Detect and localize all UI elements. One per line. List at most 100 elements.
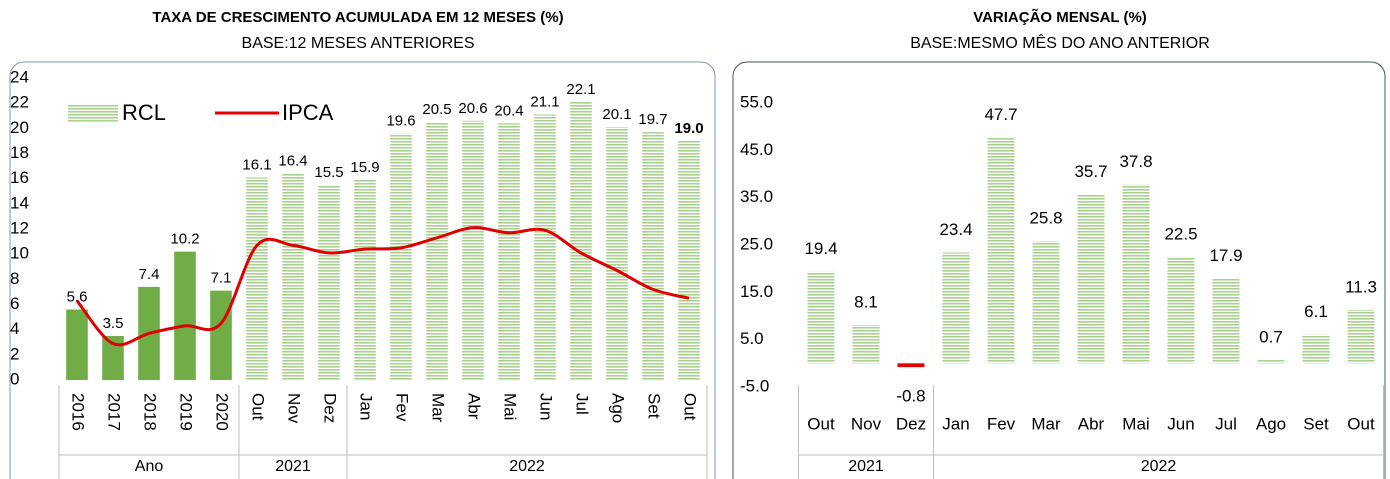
data-label: 20.4: [494, 102, 523, 119]
bar: [606, 127, 628, 380]
data-label: -0.8: [896, 387, 925, 406]
bar: [318, 184, 340, 380]
data-label: 47.7: [984, 105, 1017, 124]
bar: [942, 252, 970, 364]
x-tick-label: Ago: [609, 393, 628, 423]
bar: [570, 101, 592, 381]
data-label: 25.8: [1029, 209, 1062, 228]
y-tick-label: 22: [10, 93, 29, 112]
bar: [807, 271, 835, 364]
bar: [210, 290, 232, 380]
x-tick-label: Abr: [465, 393, 484, 420]
bar: [1122, 184, 1150, 364]
x-tick-label: 2019: [177, 393, 196, 431]
data-label: 7.4: [139, 266, 160, 283]
bar: [1257, 360, 1285, 364]
data-label: 16.4: [278, 153, 307, 170]
data-label: 20.6: [458, 100, 487, 117]
data-label: 22.1: [566, 81, 595, 98]
bar: [897, 363, 925, 368]
y-tick-label: 6: [10, 294, 19, 313]
left-frame: [9, 61, 716, 479]
chart-subtitle: BASE:MESMO MÊS DO ANO ANTERIOR: [910, 33, 1210, 52]
data-label: 0.7: [1259, 328, 1283, 347]
x-tick-label: Mar: [429, 393, 448, 423]
bar: [852, 324, 880, 364]
bar: [498, 123, 520, 381]
x-tick-label: Dez: [321, 393, 340, 423]
chart-title: VARIAÇÃO MENSAL (%): [973, 8, 1147, 26]
y-tick-label: 2: [10, 344, 19, 363]
legend-swatch: [68, 104, 118, 122]
bar: [1212, 278, 1240, 364]
x-tick-label: Set: [645, 393, 664, 419]
y-tick-label: 16: [10, 168, 29, 187]
x-tick-label: Dez: [896, 414, 926, 433]
x-tick-label: Fev: [393, 393, 412, 422]
x-tick-label: Mai: [1122, 414, 1149, 433]
x-tick-label: Out: [807, 414, 835, 433]
y-tick-label: 20: [10, 118, 29, 137]
bar: [102, 335, 124, 380]
data-label: 16.1: [242, 156, 271, 173]
y-tick-label: -5.0: [740, 376, 769, 395]
data-label: 19.4: [804, 239, 837, 258]
y-tick-label: 35.0: [740, 187, 773, 206]
data-label: 20.1: [602, 106, 631, 123]
y-tick-label: 0: [10, 369, 19, 388]
y-tick-label: 45.0: [740, 140, 773, 159]
data-label: 19.7: [638, 111, 667, 128]
bar: [246, 177, 268, 380]
x-tick-label: Out: [249, 393, 268, 421]
y-tick-label: 10: [10, 244, 29, 263]
y-tick-label: 15.0: [740, 282, 773, 301]
bar: [354, 179, 376, 380]
data-label: 5.6: [67, 289, 88, 306]
legend-label: IPCA: [282, 100, 334, 125]
data-label: 15.5: [314, 164, 343, 181]
y-tick-label: 14: [10, 193, 29, 212]
bar: [987, 137, 1015, 364]
line: [75, 226, 690, 347]
x-tick-label: Out: [681, 393, 700, 421]
data-label: 21.1: [530, 93, 559, 110]
x-tick-label: Jan: [942, 414, 969, 433]
y-tick-label: 55.0: [740, 92, 773, 111]
x-tick-label: Nov: [851, 414, 882, 433]
x-tick-label: Fev: [987, 414, 1016, 433]
group-label: 2022: [509, 458, 545, 475]
group-label: Ano: [135, 458, 164, 475]
group-label: 2021: [275, 458, 311, 475]
data-label: 6.1: [1304, 302, 1328, 321]
group-label: 2021: [848, 458, 884, 475]
bar: [390, 133, 412, 380]
data-label: 7.1: [211, 270, 232, 287]
bar: [1167, 256, 1195, 364]
y-tick-label: 24: [10, 67, 29, 86]
bar: [1077, 194, 1105, 364]
y-tick-label: 8: [10, 269, 19, 288]
group-label: 2022: [1141, 458, 1177, 475]
data-label: 10.2: [170, 231, 199, 248]
x-tick-label: Jun: [1167, 414, 1194, 433]
x-tick-label: 2017: [105, 393, 124, 431]
x-tick-label: Out: [1347, 414, 1375, 433]
x-tick-label: Mai: [501, 393, 520, 420]
y-tick-label: 5.0: [740, 329, 764, 348]
legend-label: RCL: [122, 100, 166, 125]
data-label: 35.7: [1074, 162, 1107, 181]
x-tick-label: 2018: [141, 393, 160, 431]
y-tick-label: 18: [10, 143, 29, 162]
chart-title: TAXA DE CRESCIMENTO ACUMULADA EM 12 MESE…: [152, 9, 563, 26]
data-label: 8.1: [854, 292, 878, 311]
data-label: 15.9: [350, 159, 379, 176]
x-tick-label: Jul: [1215, 414, 1237, 433]
x-tick-label: Jun: [537, 393, 556, 420]
data-label: 22.5: [1164, 224, 1197, 243]
chart-subtitle: BASE:12 MESES ANTERIORES: [242, 35, 475, 52]
x-tick-label: Ago: [1256, 414, 1286, 433]
bar: [174, 251, 196, 380]
bar: [1302, 334, 1330, 364]
